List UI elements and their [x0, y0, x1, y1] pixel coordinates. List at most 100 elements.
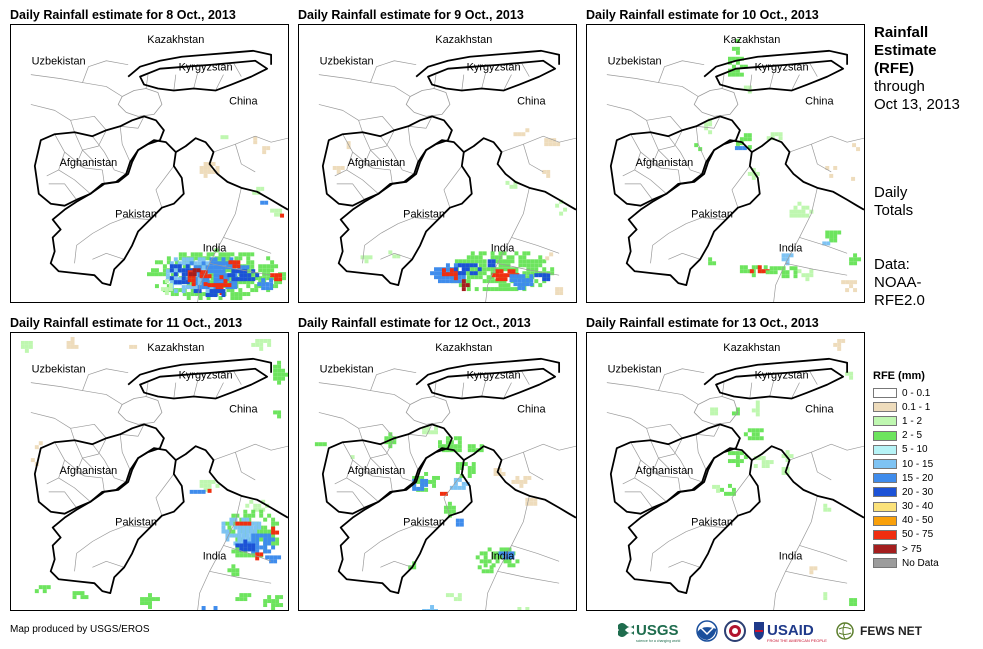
panel-title-oct9: Daily Rainfall estimate for 9 Oct., 2013 — [298, 8, 524, 22]
panel-title-oct10: Daily Rainfall estimate for 10 Oct., 201… — [586, 8, 819, 22]
legend-label: 0.1 - 1 — [902, 401, 931, 413]
country-labels: Kazakhstan Uzbekistan Kyrgyzstan China Afgha… — [320, 342, 547, 562]
country-label-kyrgyzstan: Kyrgyzstan — [755, 62, 809, 74]
country-label-kazakhstan: Kazakhstan — [723, 34, 780, 46]
map-canvas: Kazakhstan Uzbekistan Kyrgyzstan China Afgha… — [30, 34, 288, 302]
country-label-china: China — [517, 403, 546, 415]
legend-label: 20 - 30 — [902, 486, 934, 498]
rainfall-map-oct13: Kazakhstan Uzbekistan Kyrgyzstan China Afgha… — [586, 332, 865, 611]
usgs-logo: USGS science for a changing world — [618, 622, 680, 643]
map-canvas: Kazakhstan Uzbekistan Kyrgyzstan China Afgha… — [20, 336, 288, 610]
country-label-kyrgyzstan: Kyrgyzstan — [179, 62, 233, 74]
legend-label: > 75 — [902, 543, 922, 555]
country-label-kazakhstan: Kazakhstan — [435, 342, 492, 354]
legend-label: 50 - 75 — [902, 529, 934, 541]
legend-swatch — [873, 416, 897, 427]
country-label-india: India — [779, 550, 804, 562]
country-labels: Kazakhstan Uzbekistan Kyrgyzstan China Afgha… — [608, 34, 835, 254]
agency-logos: USGS science for a changing world USAID … — [616, 618, 922, 644]
legend-label: 40 - 50 — [902, 515, 934, 527]
country-label-kazakhstan: Kazakhstan — [147, 34, 204, 46]
panel-title-oct12: Daily Rainfall estimate for 12 Oct., 201… — [298, 316, 531, 330]
legend-item: 0 - 0.1 — [873, 386, 939, 400]
rainfall-cells — [332, 128, 568, 296]
usgs-logo-text: USGS — [636, 622, 679, 639]
province-boundaries — [318, 60, 576, 302]
country-labels: Kazakhstan Uzbekistan Kyrgyzstan China Afgha… — [320, 34, 547, 254]
fewsnet-globe-icon — [836, 622, 854, 640]
country-label-uzbekistan: Uzbekistan — [608, 56, 662, 68]
legend-swatch — [873, 487, 897, 498]
legend-title: RFE (mm) — [873, 370, 925, 382]
legend-item: 10 - 15 — [873, 457, 939, 471]
sidebar-totals-line1: Daily — [874, 184, 908, 201]
legend-label: No Data — [902, 557, 939, 569]
country-label-kyrgyzstan: Kyrgyzstan — [755, 370, 809, 382]
fewsnet-logo-text: FEWS NET — [860, 624, 922, 638]
province-boundaries — [606, 60, 864, 302]
legend-swatch — [873, 529, 897, 540]
sidebar-totals-line2: Totals — [874, 202, 914, 219]
province-boundaries — [606, 368, 864, 610]
legend-swatch — [873, 501, 897, 512]
legend-swatch — [873, 402, 897, 413]
country-label-afghanistan: Afghanistan — [60, 465, 118, 477]
rainfall-map-oct10: Kazakhstan Uzbekistan Kyrgyzstan China Afgha… — [586, 24, 865, 303]
legend-swatch — [873, 459, 897, 470]
sidebar-title-line1: Rainfall — [874, 24, 929, 41]
country-label-kazakhstan: Kazakhstan — [435, 34, 492, 46]
country-label-china: China — [229, 403, 258, 415]
country-label-uzbekistan: Uzbekistan — [320, 56, 374, 68]
country-label-afghanistan: Afghanistan — [60, 157, 118, 169]
country-label-afghanistan: Afghanistan — [348, 465, 406, 477]
country-borders — [321, 357, 576, 595]
map-canvas: Kazakhstan Uzbekistan Kyrgyzstan China Afgha… — [606, 34, 864, 302]
rainfall-map-oct9: Kazakhstan Uzbekistan Kyrgyzstan China Afgha… — [298, 24, 577, 303]
country-label-afghanistan: Afghanistan — [636, 157, 694, 169]
legend-item: 50 - 75 — [873, 528, 939, 542]
rainfall-map-oct11: Kazakhstan Uzbekistan Kyrgyzstan China Afgha… — [10, 332, 289, 611]
map-credit: Map produced by USGS/EROS — [10, 624, 150, 635]
rainfall-cells — [314, 426, 538, 610]
rainfall-cells — [710, 338, 858, 607]
country-label-china: China — [805, 403, 834, 415]
legend-item: 1 - 2 — [873, 414, 939, 428]
country-label-kyrgyzstan: Kyrgyzstan — [179, 370, 233, 382]
country-label-afghanistan: Afghanistan — [636, 465, 694, 477]
usaid-logo: USAID FROM THE AMERICAN PEOPLE — [754, 622, 827, 643]
sidebar-title-line5: Oct 13, 2013 — [874, 96, 960, 113]
panel-title-oct8: Daily Rainfall estimate for 8 Oct., 2013 — [10, 8, 236, 22]
country-label-pakistan: Pakistan — [403, 209, 445, 221]
legend-swatch — [873, 430, 897, 441]
country-label-china: China — [517, 95, 546, 107]
legend-label: 1 - 2 — [902, 415, 923, 427]
legend-item: 0.1 - 1 — [873, 400, 939, 414]
legend-label: 15 - 20 — [902, 472, 934, 484]
country-borders — [321, 49, 576, 287]
province-boundaries — [318, 368, 576, 610]
sidebar-totals: Daily Totals — [874, 184, 913, 220]
country-borders — [609, 49, 864, 287]
country-label-kazakhstan: Kazakhstan — [147, 342, 204, 354]
panel-title-oct11: Daily Rainfall estimate for 11 Oct., 201… — [10, 316, 243, 330]
sidebar-data-line1: Data: — [874, 256, 910, 273]
legend-swatch — [873, 558, 897, 569]
rainfall-cells — [147, 135, 287, 301]
country-label-india: India — [779, 242, 804, 254]
country-label-pakistan: Pakistan — [691, 209, 733, 221]
legend-item: 40 - 50 — [873, 514, 939, 528]
country-label-uzbekistan: Uzbekistan — [608, 364, 662, 376]
country-borders — [33, 357, 288, 595]
map-canvas: Kazakhstan Uzbekistan Kyrgyzstan China Afgha… — [314, 342, 576, 610]
country-label-pakistan: Pakistan — [691, 517, 733, 529]
country-label-pakistan: Pakistan — [115, 517, 157, 529]
usaid-logo-text: USAID — [767, 622, 814, 639]
country-label-pakistan: Pakistan — [115, 209, 157, 221]
country-label-uzbekistan: Uzbekistan — [320, 364, 374, 376]
map-canvas: Kazakhstan Uzbekistan Kyrgyzstan China Afgha… — [318, 34, 576, 302]
country-label-pakistan: Pakistan — [403, 517, 445, 529]
country-borders — [609, 357, 864, 595]
country-labels: Kazakhstan Uzbekistan Kyrgyzstan China Afgha… — [32, 34, 259, 254]
rainfall-map-oct12: Kazakhstan Uzbekistan Kyrgyzstan China Afgha… — [298, 332, 577, 611]
sidebar-data-source: Data: NOAA- RFE2.0 — [874, 256, 925, 310]
